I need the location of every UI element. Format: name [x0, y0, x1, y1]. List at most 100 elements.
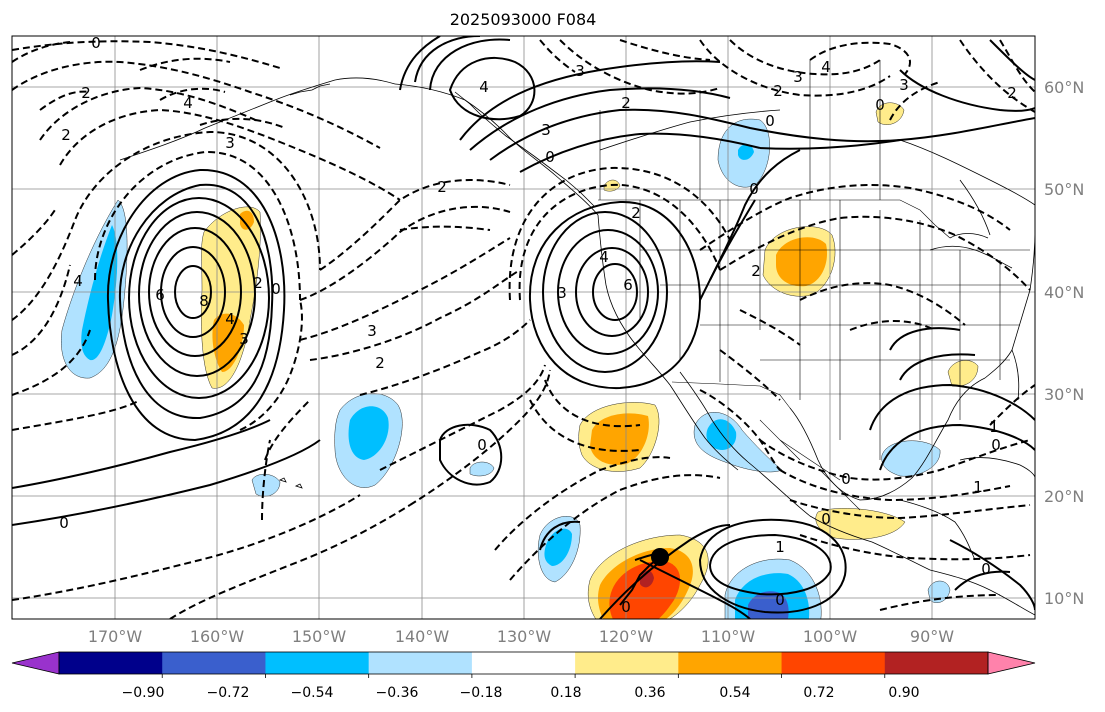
negative-anomaly-area: [881, 440, 941, 477]
contour-label: 4: [479, 78, 489, 96]
contour-label: 3: [239, 330, 249, 348]
contour-label: 3: [793, 68, 803, 86]
lat-label: 40°N: [1044, 283, 1084, 302]
lon-label: 120°W: [599, 627, 654, 646]
contour-label: 0: [841, 470, 851, 488]
lon-label: 110°W: [701, 627, 756, 646]
colorbar-tick-label: 0.54: [719, 685, 750, 701]
contour-label: 3: [899, 76, 909, 94]
contour-label: 0: [545, 148, 555, 166]
contour-label: 4: [225, 310, 235, 328]
negative-anomaly-area: [927, 580, 951, 603]
contour-label: 0: [621, 598, 631, 616]
contour-label: 4: [599, 248, 609, 266]
coastlines-and-borders: [119, 77, 1035, 616]
track-marker: [619, 548, 669, 606]
contour-label: 4: [821, 58, 831, 76]
positive-anomaly-area: [212, 313, 244, 372]
colorbar-segment: [59, 652, 163, 674]
contour-labels: 0 2 4 2 3 4 6 8 2 3 4 4 6 3 2 3 0 3 0 2 …: [59, 34, 1017, 616]
colorbar-tick-label: −0.54: [291, 685, 334, 701]
contour-label: 3: [367, 322, 377, 340]
contour-label: 0: [59, 514, 69, 532]
colorbar-tick-label: −0.72: [207, 685, 250, 701]
colorbar-segment: [781, 652, 886, 674]
negative-anomaly-area: [738, 144, 754, 160]
colorbar-tick-label: 0.18: [550, 685, 581, 701]
colorbar-tick-label: 0.36: [634, 685, 665, 701]
lon-label: 150°W: [292, 627, 347, 646]
contour-label: 0: [821, 510, 831, 528]
contour-label: 3: [575, 62, 585, 80]
colorbar-segment: [471, 652, 576, 674]
contour-label: 2: [773, 82, 783, 100]
track-point-marker: [651, 548, 669, 566]
contour-label: 0: [765, 112, 775, 130]
colorbar-extend-max: [987, 651, 1036, 675]
negative-anomaly-area: [81, 225, 118, 361]
colorbar-tick-label: −0.90: [122, 685, 165, 701]
colorbar-segment: [265, 652, 370, 674]
positive-anomaly-area: [815, 508, 906, 540]
colorbar-tick-label: −0.18: [460, 685, 503, 701]
contour-label: 2: [61, 126, 71, 144]
latitude-labels: 60°N 50°N 40°N 30°N 20°N 10°N: [1044, 78, 1084, 608]
negative-anomaly-area: [348, 406, 389, 460]
colorbar-outline: [58, 651, 989, 675]
colorbar-ticks: −0.90 −0.72 −0.54 −0.36 −0.18 0.18 0.36 …: [122, 685, 920, 701]
contour-label: 1: [989, 418, 999, 436]
contour-label: 4: [183, 94, 193, 112]
lon-label: 170°W: [88, 627, 143, 646]
lon-label: 160°W: [190, 627, 245, 646]
contour-label: 0: [477, 436, 487, 454]
contour-label: 1: [973, 478, 983, 496]
lat-label: 10°N: [1044, 589, 1084, 608]
contour-label: 0: [749, 180, 759, 198]
lat-label: 20°N: [1044, 487, 1084, 506]
positive-anomaly-area: [240, 210, 254, 230]
lon-label: 100°W: [803, 627, 858, 646]
map-frame: [11, 35, 1036, 620]
colorbar-tick-label: 0.72: [803, 685, 834, 701]
lon-label: 140°W: [395, 627, 450, 646]
contour-label: 3: [541, 121, 551, 139]
lat-label: 30°N: [1044, 385, 1084, 404]
contour-label: 6: [155, 286, 165, 304]
lat-lon-gridlines: [12, 36, 1035, 619]
contour-label: 2: [437, 178, 447, 196]
contour-lines: [12, 36, 1035, 619]
contour-label: 2: [621, 94, 631, 112]
colorbar-segment: [162, 652, 266, 674]
contour-label: 4: [73, 272, 83, 290]
contour-label: 2: [631, 204, 641, 222]
positive-anomaly-area: [590, 413, 649, 465]
contour-label: 8: [199, 292, 209, 310]
contour-label: 0: [981, 560, 991, 578]
contour-label: 2: [375, 354, 385, 372]
contour-label: 1: [775, 538, 785, 556]
contour-label: 0: [775, 591, 785, 609]
contour-label: 3: [557, 284, 567, 302]
colorbar-segment: [368, 652, 473, 674]
contour-label: 6: [623, 276, 633, 294]
contour-label: 2: [81, 84, 91, 102]
contour-label: 0: [875, 96, 885, 114]
contour-label: 0: [91, 34, 101, 52]
lon-label: 130°W: [497, 627, 552, 646]
contour-label: 3: [225, 134, 235, 152]
lat-label: 50°N: [1044, 180, 1084, 199]
contour-label: 0: [271, 280, 281, 298]
colorbar-segment: [575, 652, 679, 674]
map-area: 0 2 4 2 3 4 6 8 2 3 4 4 6 3 2 3 0 3 0 2 …: [12, 34, 1035, 619]
colorbar-tick-label: 0.90: [888, 685, 919, 701]
colorbar-segment: [884, 652, 989, 674]
contour-label: 2: [253, 274, 263, 292]
contour-label: 0: [991, 436, 1001, 454]
colorbar-segment: [678, 652, 783, 674]
positive-anomaly-area: [609, 561, 680, 619]
colorbar-tick-label: −0.36: [376, 685, 419, 701]
longitude-labels: 170°W 160°W 150°W 140°W 130°W 120°W 110°…: [88, 627, 954, 646]
contour-label: 2: [751, 262, 761, 280]
negative-anomaly-area: [469, 461, 495, 477]
